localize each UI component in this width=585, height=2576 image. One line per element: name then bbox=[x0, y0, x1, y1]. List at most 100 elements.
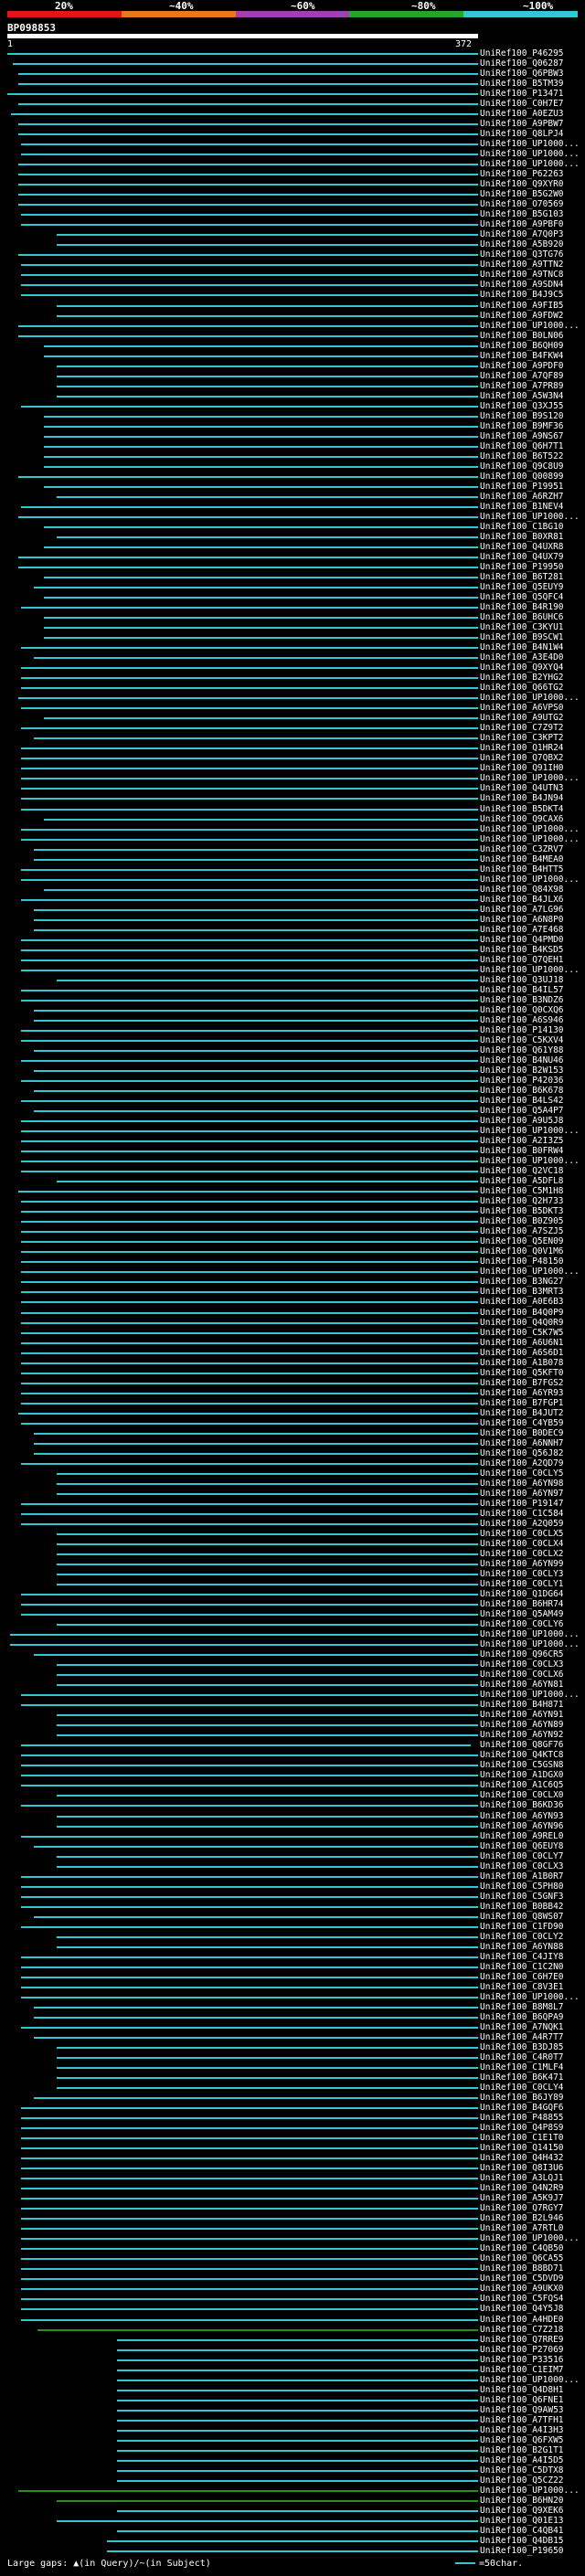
hit-row[interactable]: UniRef100_A4I3H3 bbox=[0, 2425, 585, 2435]
hit-row[interactable]: UniRef100_B4GQF6 bbox=[0, 2103, 585, 2113]
hit-row[interactable]: UniRef100_P19650 bbox=[0, 2546, 585, 2556]
hit-row[interactable]: UniRef100_Q5QFC4 bbox=[0, 592, 585, 602]
hit-id-link[interactable]: UniRef100_C4QB50 bbox=[480, 2243, 564, 2254]
hit-row[interactable]: UniRef100_UP1000... bbox=[0, 2233, 585, 2243]
hit-row[interactable]: UniRef100_C6H7E0 bbox=[0, 1972, 585, 1982]
hit-row[interactable]: UniRef100_P27069 bbox=[0, 2345, 585, 2355]
hit-id-link[interactable]: UniRef100_B4IL57 bbox=[480, 984, 564, 995]
hit-id-link[interactable]: UniRef100_Q2H733 bbox=[480, 1196, 564, 1207]
hit-id-link[interactable]: UniRef100_A7Q0P3 bbox=[480, 229, 564, 240]
hit-row[interactable]: UniRef100_C4R0T7 bbox=[0, 2052, 585, 2062]
hit-row[interactable]: UniRef100_Q91IH0 bbox=[0, 763, 585, 773]
hit-id-link[interactable]: UniRef100_B6K678 bbox=[480, 1086, 564, 1097]
hit-row[interactable]: UniRef100_B3MRT3 bbox=[0, 1287, 585, 1297]
hit-id-link[interactable]: UniRef100_C0CLY7 bbox=[480, 1850, 564, 1861]
hit-row[interactable]: UniRef100_A5B920 bbox=[0, 239, 585, 249]
hit-id-link[interactable]: UniRef100_C7Z9T2 bbox=[480, 723, 564, 734]
hit-row[interactable]: UniRef100_C7Z218 bbox=[0, 2325, 585, 2335]
hit-row[interactable]: UniRef100_Q4UX79 bbox=[0, 552, 585, 562]
hit-row[interactable]: UniRef100_Q6FNE1 bbox=[0, 2395, 585, 2405]
hit-row[interactable]: UniRef100_A6U6N1 bbox=[0, 1338, 585, 1348]
hit-row[interactable]: UniRef100_B0DEC9 bbox=[0, 1428, 585, 1438]
hit-row[interactable]: UniRef100_Q7QBX2 bbox=[0, 753, 585, 763]
hit-id-link[interactable]: UniRef100_A6YN97 bbox=[480, 1488, 564, 1499]
hit-id-link[interactable]: UniRef100_B2L946 bbox=[480, 2213, 564, 2224]
hit-id-link[interactable]: UniRef100_Q56J82 bbox=[480, 1447, 564, 1458]
hit-id-link[interactable]: UniRef100_Q4Q0R9 bbox=[480, 1317, 564, 1328]
hit-id-link[interactable]: UniRef100_Q4KTC8 bbox=[480, 1750, 564, 1761]
hit-row[interactable]: UniRef100_Q9C8U9 bbox=[0, 461, 585, 472]
hit-id-link[interactable]: UniRef100_B2G1T1 bbox=[480, 2444, 564, 2455]
hit-row[interactable]: UniRef100_A7TFH1 bbox=[0, 2415, 585, 2425]
hit-id-link[interactable]: UniRef100_C0H7E7 bbox=[480, 99, 564, 110]
hit-id-link[interactable]: UniRef100_Q1DG64 bbox=[480, 1589, 564, 1600]
hit-id-link[interactable]: UniRef100_C4R0T7 bbox=[480, 2051, 564, 2062]
hit-id-link[interactable]: UniRef100_Q7RRE9 bbox=[480, 2334, 564, 2345]
hit-id-link[interactable]: UniRef100_C1FD90 bbox=[480, 1921, 564, 1932]
hit-row[interactable]: UniRef100_Q5EUY9 bbox=[0, 582, 585, 592]
hit-id-link[interactable]: UniRef100_UP1000... bbox=[480, 149, 580, 160]
hit-row[interactable]: UniRef100_C5GSN8 bbox=[0, 1760, 585, 1770]
hit-row[interactable]: UniRef100_Q4P8S9 bbox=[0, 2123, 585, 2133]
hit-row[interactable]: UniRef100_UP1000... bbox=[0, 1690, 585, 1700]
hit-row[interactable]: UniRef100_Q6H7T1 bbox=[0, 441, 585, 451]
hit-row[interactable]: UniRef100_A9FIB5 bbox=[0, 301, 585, 311]
hit-id-link[interactable]: UniRef100_A9TTN2 bbox=[480, 260, 564, 270]
hit-id-link[interactable]: UniRef100_C5FQS4 bbox=[480, 2294, 564, 2305]
hit-row[interactable]: UniRef100_A6S946 bbox=[0, 1015, 585, 1025]
hit-id-link[interactable]: UniRef100_Q4PMD0 bbox=[480, 934, 564, 945]
hit-row[interactable]: UniRef100_Q4Y5J8 bbox=[0, 2304, 585, 2314]
hit-id-link[interactable]: UniRef100_A6U6N1 bbox=[480, 1337, 564, 1348]
hit-row[interactable]: UniRef100_Q96CR5 bbox=[0, 1649, 585, 1659]
hit-id-link[interactable]: UniRef100_P48855 bbox=[480, 2113, 564, 2124]
hit-id-link[interactable]: UniRef100_Q5CZ22 bbox=[480, 2475, 564, 2486]
hit-id-link[interactable]: UniRef100_B4JLX6 bbox=[480, 894, 564, 905]
hit-id-link[interactable]: UniRef100_B6JY89 bbox=[480, 2093, 564, 2104]
hit-row[interactable]: UniRef100_Q4UTN3 bbox=[0, 783, 585, 793]
hit-id-link[interactable]: UniRef100_Q9XYR0 bbox=[480, 179, 564, 190]
hit-row[interactable]: UniRef100_A9U5J8 bbox=[0, 1116, 585, 1126]
hit-id-link[interactable]: UniRef100_UP1000... bbox=[480, 320, 580, 331]
hit-id-link[interactable]: UniRef100_B0FRW4 bbox=[480, 1146, 564, 1157]
hit-id-link[interactable]: UniRef100_Q0CXQ6 bbox=[480, 1004, 564, 1015]
hit-id-link[interactable]: UniRef100_C0CLX2 bbox=[480, 1548, 564, 1559]
hit-id-link[interactable]: UniRef100_B4HTT5 bbox=[480, 864, 564, 875]
hit-id-link[interactable]: UniRef100_P14130 bbox=[480, 1024, 564, 1035]
hit-row[interactable]: UniRef100_A6YN91 bbox=[0, 1710, 585, 1720]
hit-id-link[interactable]: UniRef100_C1C2N0 bbox=[480, 1961, 564, 1972]
hit-id-link[interactable]: UniRef100_P27069 bbox=[480, 2344, 564, 2355]
hit-row[interactable]: UniRef100_B6HR74 bbox=[0, 1599, 585, 1609]
hit-row[interactable]: UniRef100_Q01E13 bbox=[0, 2516, 585, 2526]
hit-id-link[interactable]: UniRef100_Q5A4P7 bbox=[480, 1106, 564, 1117]
hit-id-link[interactable]: UniRef100_B9MF36 bbox=[480, 420, 564, 431]
hit-row[interactable]: UniRef100_C5PH80 bbox=[0, 1882, 585, 1892]
hit-row[interactable]: UniRef100_Q4UXR8 bbox=[0, 542, 585, 552]
hit-row[interactable]: UniRef100_C5DTX8 bbox=[0, 2465, 585, 2475]
hit-row[interactable]: UniRef100_Q5CZ22 bbox=[0, 2475, 585, 2486]
hit-id-link[interactable]: UniRef100_B0XR81 bbox=[480, 531, 564, 542]
hit-id-link[interactable]: UniRef100_A3LQJ1 bbox=[480, 2173, 564, 2184]
hit-row[interactable]: UniRef100_C1C2N0 bbox=[0, 1962, 585, 1972]
hit-row[interactable]: UniRef100_B5G103 bbox=[0, 209, 585, 219]
hit-id-link[interactable]: UniRef100_A6YN88 bbox=[480, 1941, 564, 1952]
hit-row[interactable]: UniRef100_UP1000... bbox=[0, 693, 585, 703]
hit-id-link[interactable]: UniRef100_C7Z218 bbox=[480, 2324, 564, 2335]
hit-row[interactable]: UniRef100_C0CLY1 bbox=[0, 1579, 585, 1589]
hit-id-link[interactable]: UniRef100_Q4UTN3 bbox=[480, 783, 564, 794]
hit-row[interactable]: UniRef100_C0CLX4 bbox=[0, 1539, 585, 1549]
hit-row[interactable]: UniRef100_A0E6B3 bbox=[0, 1297, 585, 1307]
hit-row[interactable]: UniRef100_Q14150 bbox=[0, 2143, 585, 2153]
hit-row[interactable]: UniRef100_UP1000... bbox=[0, 2375, 585, 2385]
hit-row[interactable]: UniRef100_Q8I3U6 bbox=[0, 2163, 585, 2173]
hit-id-link[interactable]: UniRef100_A9PBF0 bbox=[480, 219, 564, 230]
hit-row[interactable]: UniRef100_Q4KTC8 bbox=[0, 1750, 585, 1760]
hit-id-link[interactable]: UniRef100_B5G103 bbox=[480, 209, 564, 220]
hit-row[interactable]: UniRef100_C4QB41 bbox=[0, 2526, 585, 2536]
hit-id-link[interactable]: UniRef100_Q7QBX2 bbox=[480, 753, 564, 764]
hit-row[interactable]: UniRef100_A9TTN2 bbox=[0, 260, 585, 270]
hit-row[interactable]: UniRef100_UP1000... bbox=[0, 149, 585, 159]
hit-id-link[interactable]: UniRef100_A6YN96 bbox=[480, 1820, 564, 1831]
hit-id-link[interactable]: UniRef100_A9NS67 bbox=[480, 430, 564, 441]
hit-id-link[interactable]: UniRef100_B4JUT2 bbox=[480, 1407, 564, 1418]
hit-row[interactable]: UniRef100_C3KYU1 bbox=[0, 622, 585, 632]
